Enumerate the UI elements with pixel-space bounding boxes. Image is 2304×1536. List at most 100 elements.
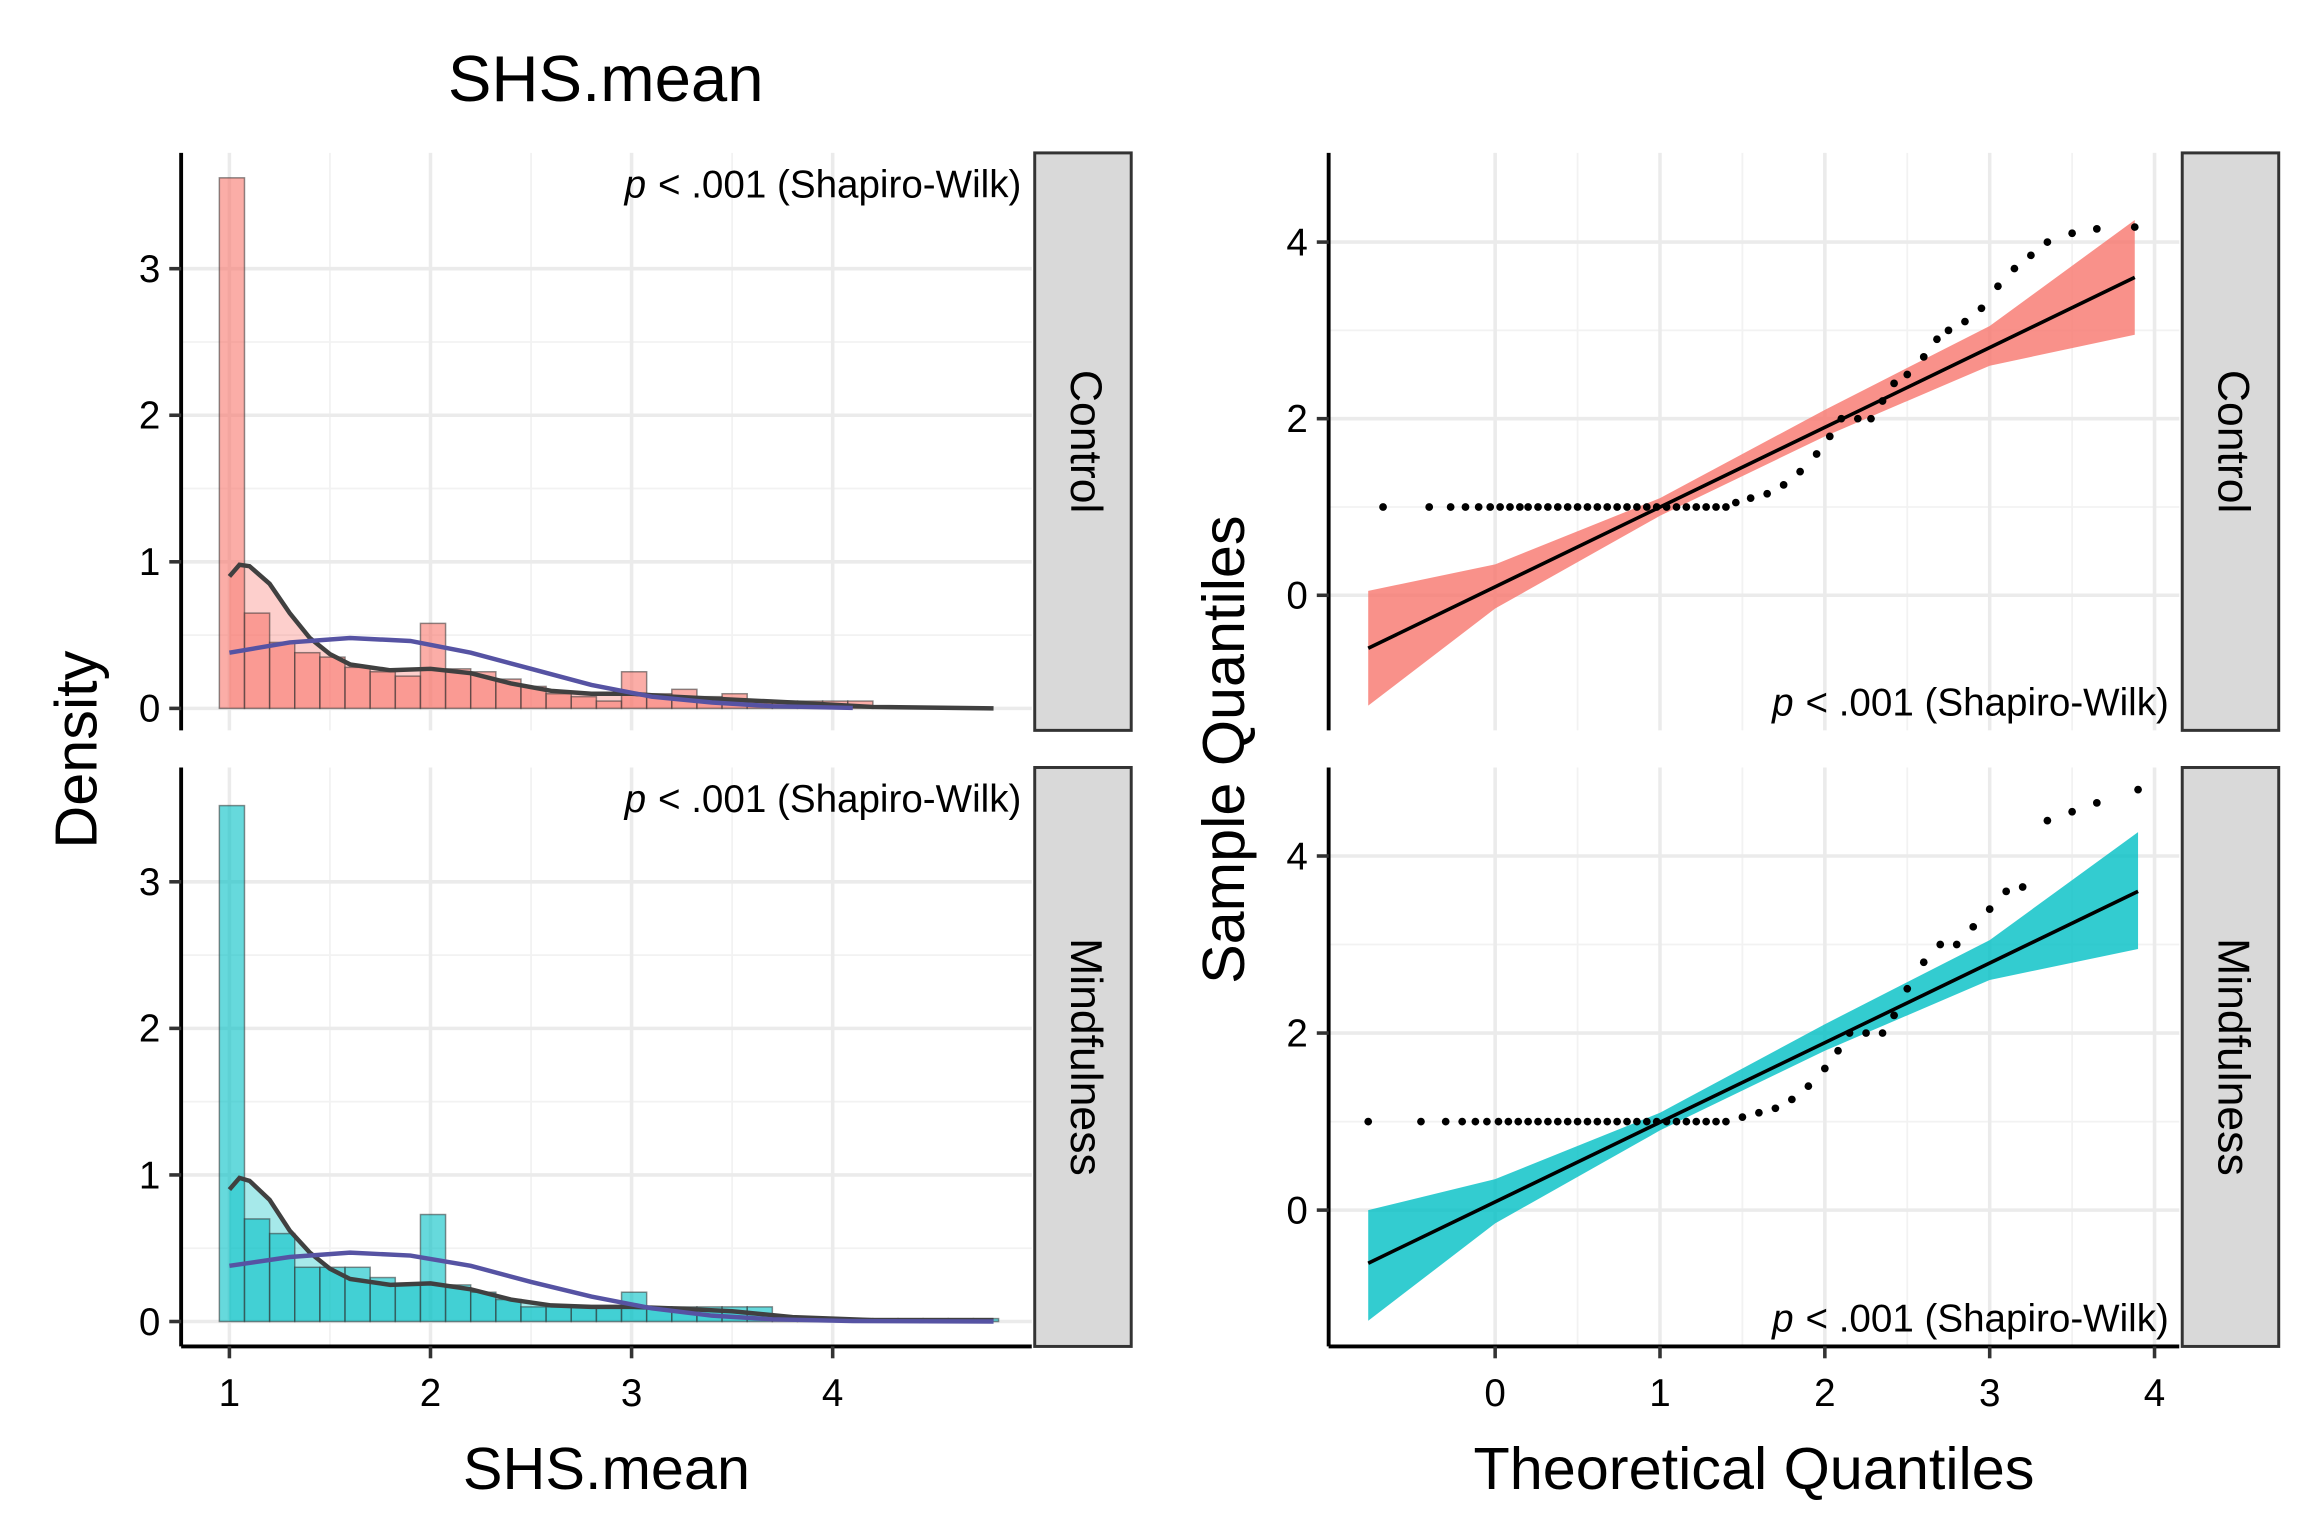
sample-point: [1796, 467, 1804, 476]
facet-label: Mindfulness: [2209, 938, 2258, 1176]
sample-point: [1755, 1108, 1763, 1117]
sample-point: [1994, 282, 2002, 291]
sample-point: [1722, 503, 1730, 511]
annotation-text: < .001 (Shapiro-Wilk): [658, 163, 1021, 206]
sample-point: [1633, 503, 1641, 511]
sample-point: [1514, 1117, 1523, 1126]
sample-point: [2018, 883, 2027, 891]
sample-point: [1712, 1117, 1720, 1126]
sample-point: [1746, 494, 1755, 503]
sample-point: [1890, 1011, 1898, 1020]
density-curve: [227, 1175, 994, 1323]
sample-point: [2092, 799, 2101, 807]
sample-point: [2130, 223, 2139, 231]
sample-point: [1985, 905, 1994, 913]
annotation-italic: p: [1771, 1298, 1793, 1341]
y-tick-label: 3: [139, 248, 160, 291]
sample-point: [1738, 1113, 1747, 1122]
annotation: p < .001 (Shapiro-Wilk): [1771, 1298, 2169, 1341]
sample-point: [2043, 816, 2052, 825]
sample-point: [1944, 326, 1953, 335]
annotation-italic: p: [624, 778, 646, 821]
sample-point: [1936, 940, 1945, 949]
sample-point: [1682, 503, 1691, 511]
histogram-bar: [394, 675, 422, 710]
sample-point: [1933, 335, 1941, 344]
density-curve: [227, 562, 994, 711]
x-tick-label: 4: [822, 1372, 843, 1415]
sample-point: [1603, 503, 1612, 511]
histogram-bar: [520, 1306, 547, 1323]
sample-point: [1845, 1029, 1854, 1037]
annotation: p < .001 (Shapiro-Wilk): [624, 163, 1022, 206]
x-tick-label: 3: [621, 1372, 642, 1415]
sample-point: [1417, 1117, 1425, 1126]
reference-line: [1367, 275, 2136, 650]
sample-point: [1903, 984, 1912, 993]
sample-point: [1563, 1117, 1572, 1126]
sample-point: [1878, 397, 1887, 405]
histogram-bar: [294, 1266, 321, 1323]
histogram-bar: [344, 666, 371, 710]
annotation-italic: p: [1771, 682, 1793, 725]
sample-point: [1903, 370, 1912, 379]
sample-point: [1652, 1117, 1661, 1126]
sample-point: [1692, 503, 1701, 511]
sample-point: [1544, 1117, 1552, 1126]
histogram-bar: [268, 1232, 296, 1323]
histogram-bar: [394, 1284, 422, 1323]
sample-point: [1483, 1117, 1491, 1126]
panel-background: [1328, 767, 2180, 1347]
sample-point: [1763, 489, 1772, 498]
sample-point: [1446, 503, 1455, 511]
histogram-bar: [294, 651, 321, 710]
sample-point: [1867, 414, 1875, 423]
sample-point: [1961, 317, 1969, 326]
sample-point: [1919, 958, 1928, 967]
sample-point: [1553, 1117, 1562, 1126]
panel-background: [181, 152, 1032, 731]
panel-background: [1328, 152, 2180, 731]
y-tick-label: 1: [139, 1154, 160, 1197]
sample-point: [1712, 503, 1720, 511]
sample-point: [1583, 503, 1592, 511]
sample-point: [1603, 1117, 1612, 1126]
sample-point: [1662, 1117, 1671, 1126]
sample-point: [1722, 1117, 1730, 1126]
histogram-bar: [243, 1218, 271, 1323]
sample-point: [1692, 1117, 1701, 1126]
sample-point: [2002, 887, 2011, 896]
sample-point: [1563, 503, 1572, 511]
facet-label: Control: [1061, 370, 1110, 514]
y-tick-label: 4: [1286, 835, 1307, 878]
sample-point: [1878, 1029, 1887, 1037]
x-tick-label: 1: [1649, 1372, 1670, 1415]
histogram-bar: [218, 804, 246, 1323]
sample-point: [2068, 229, 2076, 238]
histogram-bar: [419, 622, 447, 710]
sample-point: [1702, 1117, 1711, 1126]
y-tick-label: 0: [139, 688, 160, 731]
annotation: p < .001 (Shapiro-Wilk): [1771, 682, 2169, 725]
chart-title: SHS.mean: [448, 42, 764, 115]
sample-point: [1623, 503, 1631, 511]
sample-point: [1461, 503, 1470, 511]
sample-point: [1812, 450, 1821, 458]
histogram-bar: [444, 1284, 472, 1323]
histogram-bar: [419, 1213, 447, 1323]
y-tick-label: 1: [139, 541, 160, 584]
sample-point: [1593, 503, 1602, 511]
sample-point: [1702, 503, 1711, 511]
x-tick-label: 2: [420, 1372, 441, 1415]
sample-point: [1504, 1117, 1513, 1126]
normal-curve: [229, 1250, 994, 1324]
sample-point: [2092, 224, 2101, 233]
x-axis-title: SHS.mean: [463, 1435, 750, 1502]
histogram-bar: [243, 612, 271, 710]
panel-background: [181, 767, 1032, 1347]
sample-point: [1425, 503, 1434, 511]
y-tick-label: 2: [139, 395, 160, 438]
y-tick-label: 3: [139, 861, 160, 904]
sample-point: [1804, 1082, 1813, 1091]
